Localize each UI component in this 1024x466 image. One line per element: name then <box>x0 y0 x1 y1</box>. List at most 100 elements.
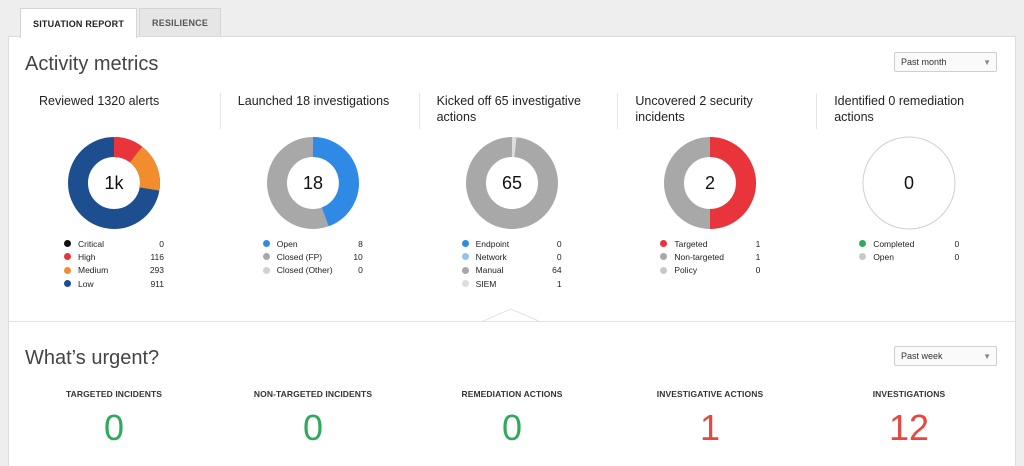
metric-investigations: Launched 18 investigations 18 Open 8 Clos… <box>221 93 420 275</box>
urgent-value: 0 <box>501 407 523 448</box>
investigations-donut-chart[interactable]: 18 <box>266 136 360 230</box>
urgent-value: 1 <box>699 407 721 448</box>
legend-value: 911 <box>150 278 164 289</box>
urgent-label: INVESTIGATIVE ACTIONS <box>656 389 764 399</box>
legend-label: Low <box>78 278 94 289</box>
legend-dot <box>262 240 270 248</box>
whats-urgent-title: What’s urgent? <box>25 347 160 369</box>
legend-item-completed[interactable]: Completed 0 <box>859 237 959 250</box>
legend-dot <box>660 266 668 274</box>
metrics-row: Reviewed 1320 alerts 1k Critical 0 High 11… <box>22 93 1016 293</box>
security-incidents-legend: Targeted 1 Non-targeted 1 Policy 0 <box>660 237 760 277</box>
urgent-investigations[interactable]: INVESTIGATIONS 12 <box>819 389 999 449</box>
legend-label: Endpoint <box>475 238 510 249</box>
legend-dot <box>64 240 71 248</box>
alerts-donut-chart[interactable]: 1k <box>67 136 161 230</box>
legend-item-network[interactable]: Network 0 <box>461 250 562 263</box>
chevron-down-icon: ▼ <box>983 352 991 361</box>
legend-item-non-targeted[interactable]: Non-targeted 1 <box>660 250 760 263</box>
tab-bar: SITUATION REPORT RESILIENCE <box>20 8 223 38</box>
legend-label: SIEM <box>475 278 497 289</box>
legend-value: 116 <box>150 251 164 262</box>
legend-item-open[interactable]: Open 8 <box>262 237 363 250</box>
urgent-value: 0 <box>302 407 324 448</box>
urgent-remediation-actions[interactable]: REMEDIATION ACTIONS 0 <box>422 389 602 449</box>
donut-segment-medium <box>129 146 160 191</box>
donut-segment-targeted <box>709 137 757 229</box>
donut-segment-high <box>113 137 143 163</box>
security-incidents-donut-chart[interactable]: 2 <box>663 136 757 230</box>
legend-label: Open <box>873 251 894 262</box>
donut-center-value: 0 <box>904 173 914 193</box>
legend-dot <box>461 266 469 274</box>
investigative-actions-donut-chart[interactable]: 65 <box>465 136 559 230</box>
legend-dot <box>660 253 668 261</box>
donut-center-value: 65 <box>502 173 522 193</box>
legend-value: 10 <box>353 251 363 262</box>
legend-item-critical[interactable]: Critical 0 <box>64 237 164 250</box>
remediation-actions-legend: Completed 0 Open 0 <box>859 237 959 264</box>
urgent-targeted-incidents[interactable]: TARGETED INCIDENTS 0 <box>24 389 204 449</box>
remediation-actions-donut-chart[interactable]: 0 <box>862 136 956 230</box>
activity-metrics-title: Activity metrics <box>25 53 159 75</box>
urgent-label: TARGETED INCIDENTS <box>65 389 163 399</box>
legend-label: Non-targeted <box>674 251 725 262</box>
legend-dot <box>461 240 469 248</box>
legend-label: Closed (FP) <box>276 251 323 262</box>
donut-center-value: 18 <box>303 173 323 193</box>
legend-item-closed-other[interactable]: Closed (Other) 0 <box>262 264 363 277</box>
legend-value: 0 <box>159 238 164 249</box>
legend-value: 1 <box>755 238 761 249</box>
legend-item-targeted[interactable]: Targeted 1 <box>660 237 760 250</box>
metric-title: Launched 18 investigations <box>237 94 390 108</box>
legend-dot <box>262 266 270 274</box>
donut-center-value: 1k <box>104 173 124 193</box>
urgent-period-select[interactable]: Past week ▼ <box>894 346 997 366</box>
legend-value: 1 <box>556 278 562 289</box>
investigative-actions-legend: Endpoint 0 Network 0 Manual 64 SIEM 1 <box>461 237 562 290</box>
legend-dot <box>461 280 469 288</box>
section-divider <box>9 321 1015 322</box>
metric-title: Identified 0 remediation actions <box>834 94 965 124</box>
chevron-down-icon: ▼ <box>983 58 991 67</box>
legend-item-policy[interactable]: Policy 0 <box>660 264 760 277</box>
collapse-notch-icon[interactable] <box>481 307 541 323</box>
legend-value: 0 <box>358 265 363 276</box>
urgent-investigative-actions[interactable]: INVESTIGATIVE ACTIONS 1 <box>620 389 800 449</box>
legend-dot <box>262 253 270 261</box>
legend-value: 8 <box>358 238 363 249</box>
urgent-summary-row: TARGETED INCIDENTS 0 NON-TARGETED INCIDE… <box>9 377 1015 457</box>
activity-period-select[interactable]: Past month ▼ <box>894 52 997 72</box>
legend-label: Completed <box>873 238 915 249</box>
legend-label: Policy <box>674 265 698 276</box>
legend-item-low[interactable]: Low 911 <box>64 277 164 290</box>
legend-value: 0 <box>556 238 562 249</box>
tab-resilience[interactable]: RESILIENCE <box>139 8 222 37</box>
legend-dot <box>64 253 71 261</box>
legend-value: 0 <box>755 265 761 276</box>
legend-item-medium[interactable]: Medium 293 <box>64 264 164 277</box>
legend-dot <box>64 280 71 288</box>
donut-center-value: 2 <box>705 173 715 193</box>
legend-item-high[interactable]: High 116 <box>64 250 164 263</box>
legend-value: 0 <box>954 251 960 262</box>
activity-period-value: Past month <box>901 57 947 67</box>
legend-value: 0 <box>954 238 960 249</box>
legend-item-endpoint[interactable]: Endpoint 0 <box>461 237 562 250</box>
investigations-legend: Open 8 Closed (FP) 10 Closed (Other) 0 <box>262 237 363 277</box>
urgent-label: INVESTIGATIONS <box>872 389 946 399</box>
legend-item-open[interactable]: Open 0 <box>859 250 959 263</box>
legend-value: 293 <box>149 265 164 276</box>
tab-situation-report[interactable]: SITUATION REPORT <box>20 8 138 38</box>
legend-label: Manual <box>475 265 504 276</box>
legend-item-manual[interactable]: Manual 64 <box>461 264 562 277</box>
urgent-value: 0 <box>103 407 125 448</box>
metric-security-incidents: Uncovered 2 security incidents 2 Targete… <box>618 93 818 275</box>
urgent-non-targeted-incidents[interactable]: NON-TARGETED INCIDENTS 0 <box>223 389 403 449</box>
legend-label: Critical <box>78 238 104 249</box>
legend-dot <box>461 253 469 261</box>
legend-item-closed-fp[interactable]: Closed (FP) 10 <box>262 250 363 263</box>
legend-value: 1 <box>755 251 761 262</box>
legend-label: Network <box>475 251 507 262</box>
legend-item-siem[interactable]: SIEM 1 <box>461 277 562 290</box>
